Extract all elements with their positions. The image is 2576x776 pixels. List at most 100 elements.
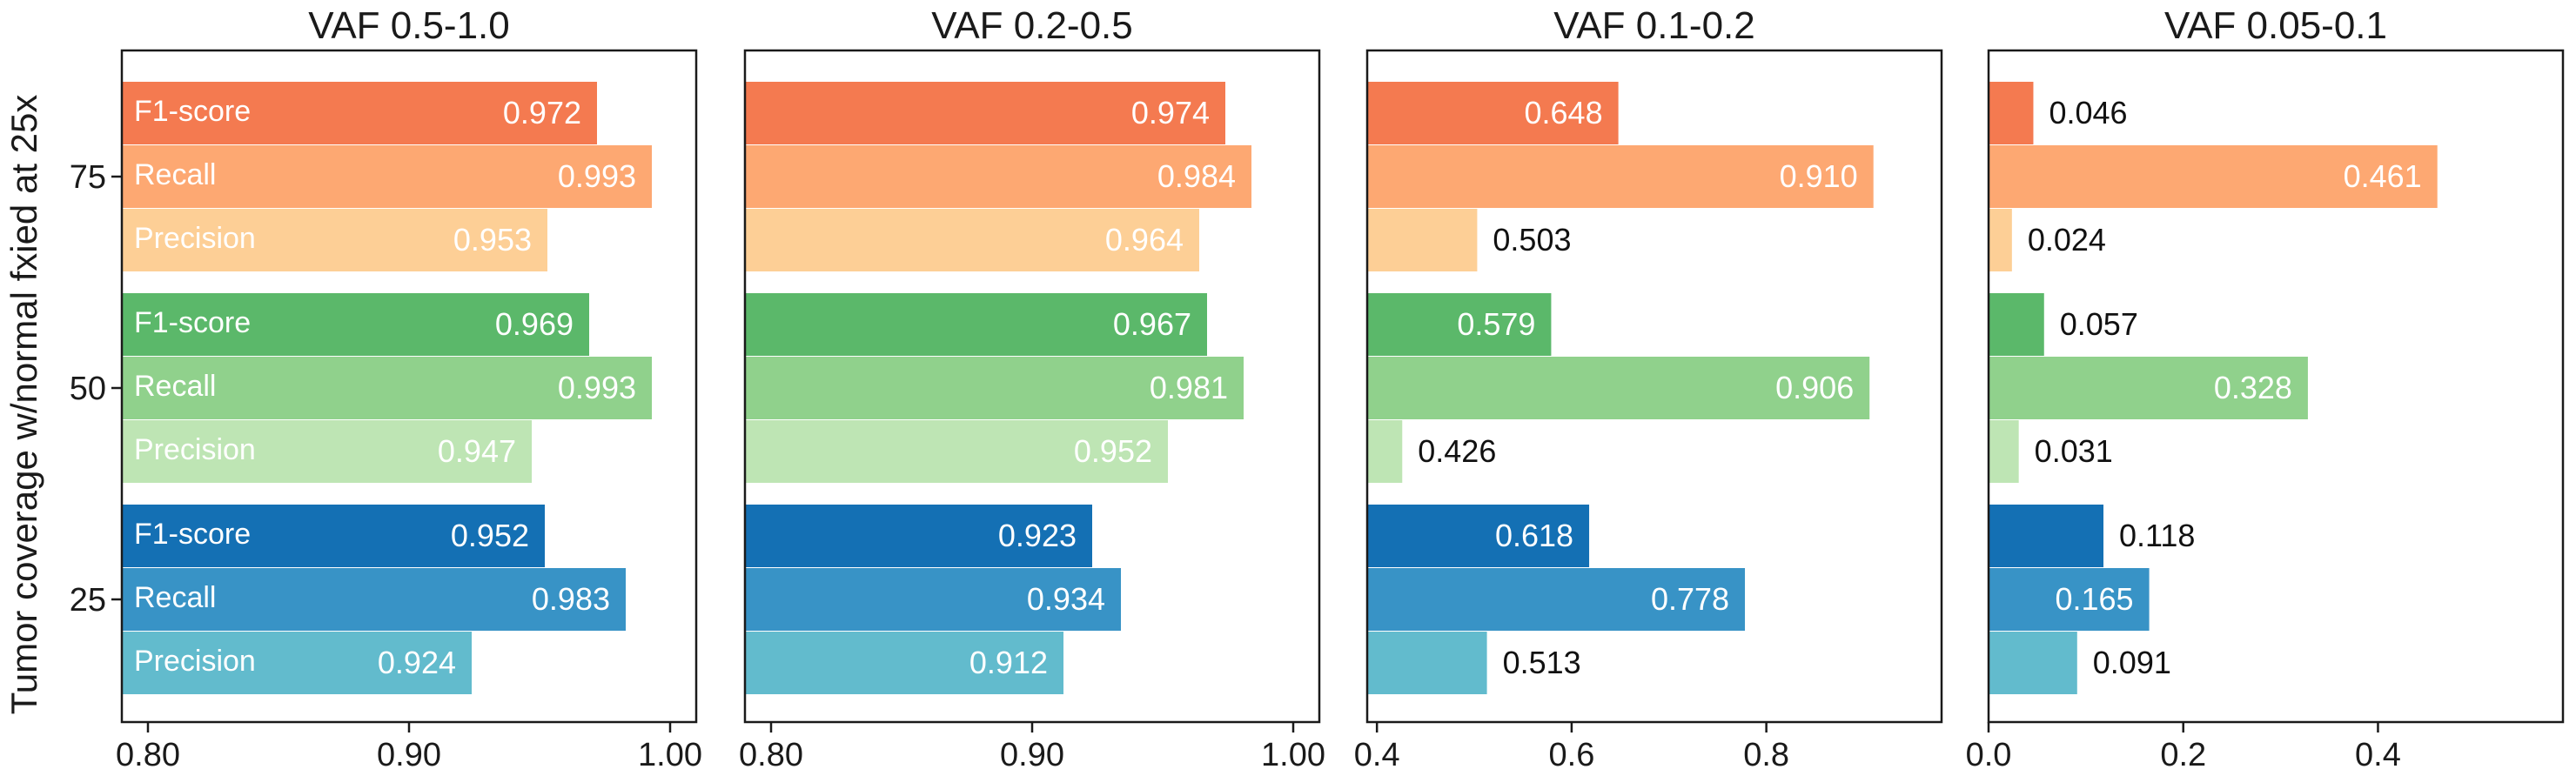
value-label-50-recall: 0.906 — [1775, 370, 1854, 405]
bar-25-recall — [1989, 568, 2150, 631]
bar-75-recall — [122, 145, 652, 208]
metric-label-50-f1-score: F1-score — [134, 306, 251, 339]
chart-title: VAF 0.5-1.0 — [308, 4, 510, 47]
y-tick-label: 50 — [70, 371, 106, 407]
bar-50-f1-score — [1989, 293, 2044, 356]
value-label-25-f1-score: 0.618 — [1495, 518, 1573, 553]
value-label-75-recall: 0.461 — [2344, 158, 2422, 194]
value-label-25-precision: 0.924 — [378, 645, 456, 680]
value-label-75-f1-score: 0.648 — [1525, 95, 1603, 130]
metric-label-25-recall: Recall — [134, 581, 216, 614]
value-label-75-f1-score: 0.972 — [503, 95, 581, 130]
bar-75-f1-score — [122, 82, 597, 144]
value-label-75-recall: 0.993 — [558, 158, 636, 194]
bar-50-precision — [745, 420, 1168, 483]
value-label-50-f1-score: 0.967 — [1113, 306, 1191, 342]
chart-panel-2: VAF 0.2-0.5 0.974 0.984 0.964 0.967 0.981 0.95… — [739, 4, 1325, 773]
chart-title: VAF 0.1-0.2 — [1553, 4, 1755, 47]
bar-75-recall — [745, 145, 1251, 208]
value-label-50-recall: 0.993 — [558, 370, 636, 405]
value-label-50-precision: 0.952 — [1074, 433, 1152, 469]
x-tick-label: 0.6 — [1549, 737, 1595, 773]
value-label-25-recall: 0.778 — [1651, 581, 1729, 617]
value-label-25-recall: 0.165 — [2055, 581, 2133, 617]
value-label-25-f1-score: 0.923 — [998, 518, 1077, 553]
value-label-50-f1-score: 0.969 — [495, 306, 574, 342]
chart-panel-1: VAF 0.5-1.0 F1-score 0.972 Recall 0.993 Preci… — [70, 4, 702, 773]
bar-50-f1-score — [122, 293, 589, 356]
value-label-25-f1-score: 0.118 — [2119, 518, 2195, 553]
bar-75-precision — [122, 209, 547, 271]
x-tick-label: 0.80 — [116, 737, 180, 773]
x-tick-label: 0.80 — [739, 737, 803, 773]
bar-50-f1-score — [1367, 293, 1552, 356]
value-label-50-f1-score: 0.579 — [1457, 306, 1535, 342]
bar-25-precision — [745, 632, 1063, 694]
metric-label-75-f1-score: F1-score — [134, 95, 251, 128]
value-label-25-precision: 0.513 — [1503, 645, 1581, 680]
x-tick-label: 0.90 — [1000, 737, 1064, 773]
bar-25-recall — [745, 568, 1121, 631]
bar-50-recall — [1367, 357, 1870, 419]
bar-50-recall — [745, 357, 1244, 419]
bar-75-f1-score — [1989, 82, 2034, 144]
bar-50-recall — [122, 357, 652, 419]
chart-panel-3: VAF 0.1-0.2 0.648 0.910 0.503 0.579 0.906 0.42… — [1354, 4, 1943, 773]
value-label-50-precision: 0.031 — [2035, 433, 2113, 469]
bar-25-f1-score — [1989, 505, 2103, 567]
value-label-75-f1-score: 0.974 — [1131, 95, 1210, 130]
bar-75-recall — [1989, 145, 2438, 208]
bar-25-recall — [1367, 568, 1746, 631]
value-label-50-precision: 0.947 — [438, 433, 516, 469]
value-label-75-recall: 0.984 — [1157, 158, 1236, 194]
x-tick-label: 0.4 — [2355, 737, 2401, 773]
bar-25-precision — [122, 632, 472, 694]
value-label-25-precision: 0.912 — [969, 645, 1048, 680]
value-label-50-precision: 0.426 — [1418, 433, 1496, 469]
panel-frame — [1365, 49, 1943, 724]
value-label-25-recall: 0.983 — [532, 581, 610, 617]
metric-label-25-f1-score: F1-score — [134, 518, 251, 551]
bar-75-f1-score — [745, 82, 1225, 144]
bar-25-precision — [1989, 632, 2077, 694]
bar-50-precision — [1367, 420, 1403, 483]
bar-25-f1-score — [122, 505, 545, 567]
y-tick-label: 75 — [70, 159, 106, 196]
chart-title: VAF 0.05-0.1 — [2164, 4, 2387, 47]
value-label-25-f1-score: 0.952 — [451, 518, 529, 553]
value-label-25-precision: 0.091 — [2093, 645, 2171, 680]
panel-frame — [1987, 49, 2565, 724]
y-axis-label: Tumor coverage w/normal fxied at 25x — [3, 95, 44, 715]
x-tick-label: 0.2 — [2160, 737, 2206, 773]
bar-25-f1-score — [745, 505, 1092, 567]
metric-label-50-precision: Precision — [134, 433, 256, 466]
value-label-50-recall: 0.328 — [2214, 370, 2292, 405]
value-label-25-recall: 0.934 — [1027, 581, 1105, 617]
bar-25-precision — [1367, 632, 1487, 694]
value-label-75-precision: 0.964 — [1105, 222, 1184, 258]
bar-75-recall — [1367, 145, 1874, 208]
metric-label-25-precision: Precision — [134, 645, 256, 678]
value-label-50-recall: 0.981 — [1150, 370, 1228, 405]
bar-25-recall — [122, 568, 626, 631]
value-label-75-precision: 0.953 — [453, 222, 532, 258]
bar-50-recall — [1989, 357, 2308, 419]
chart-panel-4: VAF 0.05-0.1 0.046 0.461 0.024 0.057 0.328 0.0… — [1966, 4, 2565, 773]
value-label-75-f1-score: 0.046 — [2049, 95, 2127, 130]
metric-label-75-recall: Recall — [134, 158, 216, 191]
bar-75-f1-score — [1367, 82, 1619, 144]
value-label-50-f1-score: 0.057 — [2060, 306, 2138, 342]
bar-75-precision — [1367, 209, 1478, 271]
chart-title: VAF 0.2-0.5 — [931, 4, 1133, 47]
bar-75-precision — [745, 209, 1199, 271]
value-label-75-precision: 0.024 — [2028, 222, 2106, 258]
bar-50-f1-score — [745, 293, 1207, 356]
x-tick-label: 0.0 — [1966, 737, 2012, 773]
x-tick-label: 1.00 — [638, 737, 702, 773]
x-tick-label: 0.90 — [377, 737, 441, 773]
value-label-75-precision: 0.503 — [1493, 222, 1571, 258]
bar-75-precision — [1989, 209, 2012, 271]
x-tick-label: 1.00 — [1261, 737, 1325, 773]
metric-label-50-recall: Recall — [134, 370, 216, 403]
